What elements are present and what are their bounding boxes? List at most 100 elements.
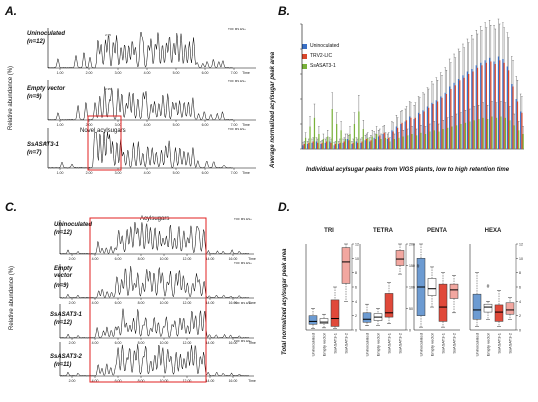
bar-SsASAT3-1 <box>518 130 520 149</box>
bar-TRV2-LIC <box>352 142 354 149</box>
panel-c-ylabel: Relative abundance (%) <box>9 265 15 330</box>
bar-SsASAT3-1 <box>389 141 391 149</box>
bar-SsASAT3-1 <box>340 130 342 149</box>
bar-Uninoculated <box>369 141 371 149</box>
panel-b-legend: Uninoculated TRV2-LIC SsASAT3-1 <box>302 41 339 71</box>
bar-Uninoculated <box>488 57 491 149</box>
bar-TRV2-LIC <box>308 142 310 149</box>
panel-d-category-label: Uninoculated <box>311 333 316 356</box>
bar-SsASAT3-1 <box>309 126 311 149</box>
bar-Uninoculated <box>511 84 513 149</box>
bar-SsASAT3-1 <box>478 119 480 149</box>
bar-Uninoculated <box>480 62 482 149</box>
bar-Uninoculated <box>453 82 455 149</box>
panel-b-bar-chart <box>300 18 524 150</box>
panel-d-box <box>449 283 459 299</box>
panel-d-box <box>384 293 394 318</box>
bar-SsASAT3-1 <box>384 137 387 149</box>
panel-a-tick-label: 2.00 <box>86 71 93 75</box>
panel-d-ytick-label: 6 <box>355 286 357 290</box>
legend-swatch <box>302 63 307 69</box>
bar-Uninoculated <box>351 144 353 149</box>
panel-d-group-title: TRI <box>324 228 334 234</box>
bar-Uninoculated <box>457 79 460 149</box>
bar-SsASAT3-1 <box>420 132 422 149</box>
panel-a-tick-label: 6.00 <box>202 123 209 127</box>
bar-Uninoculated <box>377 136 380 149</box>
panel-c-annotation: Acylsugars <box>140 216 170 222</box>
bar-Uninoculated <box>373 137 375 149</box>
panel-d-ytick-label: 10 <box>355 257 359 261</box>
panel-d-box <box>308 315 318 325</box>
panel-d-box <box>362 312 372 323</box>
bar-Uninoculated <box>355 141 358 149</box>
panel-c-tick-label: 2.00 <box>69 257 76 261</box>
panel-c-tick-label: 10.00 <box>160 379 169 383</box>
panel-d-category-label: Empty vector <box>322 332 327 356</box>
panel-a-ms-tag: TOF MS ES+ <box>228 27 246 31</box>
bar-SsASAT3-1 <box>464 122 467 149</box>
bar-TRV2-LIC <box>357 142 359 149</box>
panel-d-box <box>472 293 482 320</box>
bar-SsASAT3-1 <box>522 134 524 149</box>
bar-TRV2-LIC <box>428 107 430 149</box>
panel-a-trace1-name: Uninoculated <box>27 31 66 37</box>
panel-a-trace3-n: (n=7) <box>27 150 42 156</box>
legend-item-uninoculated: Uninoculated <box>302 41 339 51</box>
bar-TRV2-LIC <box>401 122 403 149</box>
bar-Uninoculated <box>466 71 469 149</box>
panel-c-ms-tag: TOF MS ES+ <box>234 339 252 343</box>
bar-SsASAT3-1 <box>447 127 449 149</box>
panel-c-tick-label: 4.00 <box>92 257 99 261</box>
bar-TRV2-LIC <box>499 60 501 149</box>
bar-TRV2-LIC <box>370 140 372 149</box>
bar-TRV2-LIC <box>507 70 510 149</box>
bar-TRV2-LIC <box>334 144 337 149</box>
panel-d-category-label: Uninoculated <box>475 333 480 356</box>
panel-a-tick-label: 4.00 <box>144 171 151 175</box>
bar-SsASAT3-1 <box>313 117 316 149</box>
panel-a-tick-label: 6.00 <box>202 71 209 75</box>
bar-TRV2-LIC <box>459 80 461 149</box>
panel-c-time-label: Time <box>248 257 256 261</box>
panel-d-ytick-label: 50 <box>409 307 413 311</box>
panel-c-tick-label: 8.00 <box>138 301 145 305</box>
bar-Uninoculated <box>364 140 366 149</box>
panel-d-ytick-label: 4 <box>355 300 357 304</box>
panel-a-trace2-name: Empty vector <box>27 86 66 92</box>
panel-d-ytick-label: 12 <box>355 243 359 247</box>
panel-a-chromatograms: TOF MS ES+ 1.00 2.00 3.00 4.00 5.00 6.00 7.00 Ti… <box>43 27 256 175</box>
bar-TRV2-LIC <box>521 112 523 149</box>
bar-TRV2-LIC <box>445 94 448 149</box>
panel-a-tick-label: 7.00 <box>231 171 238 175</box>
bar-SsASAT3-1 <box>367 137 369 149</box>
panel-d-category-label: SsASAT3-2 <box>452 332 457 353</box>
bar-SsASAT3-1 <box>487 119 489 149</box>
panel-c-tick-label: 6.00 <box>115 379 122 383</box>
panel-a-chromatogram-trace <box>47 131 233 169</box>
panel-a-peak-tag: 2.95 <box>105 33 111 37</box>
panel-c-tick-label: 16.00 <box>229 379 238 383</box>
bar-SsASAT3-1 <box>318 134 320 149</box>
legend-swatch <box>302 43 307 49</box>
bar-Uninoculated <box>346 139 349 149</box>
panel-a-tick-label: 7.00 <box>231 123 238 127</box>
panel-d-ylabel: Total normalized acylsugar peak area <box>282 248 288 356</box>
bar-SsASAT3-1 <box>495 117 498 149</box>
panel-c-tick-label: 6.00 <box>115 257 122 261</box>
panel-d-category-label: SsASAT3-1 <box>497 332 502 353</box>
panel-a-tick-label: 6.00 <box>202 171 209 175</box>
bar-Uninoculated <box>324 142 326 149</box>
panel-d-category-label: SsASAT3-1 <box>333 332 338 353</box>
bar-Uninoculated <box>413 119 415 149</box>
bar-SsASAT3-1 <box>336 124 338 149</box>
panel-a-tick-label: 2.00 <box>86 123 93 127</box>
bar-TRV2-LIC <box>374 139 377 149</box>
panel-c-tick-label: 14.00 <box>206 379 215 383</box>
bar-SsASAT3-1 <box>376 134 378 149</box>
bar-SsASAT3-1 <box>473 120 475 149</box>
bar-Uninoculated <box>484 60 486 149</box>
panel-d-ytick-label: 100 <box>409 286 415 290</box>
panel-a-tick-label: 3.00 <box>115 71 122 75</box>
panel-c-tick-label: 12.00 <box>183 257 192 261</box>
